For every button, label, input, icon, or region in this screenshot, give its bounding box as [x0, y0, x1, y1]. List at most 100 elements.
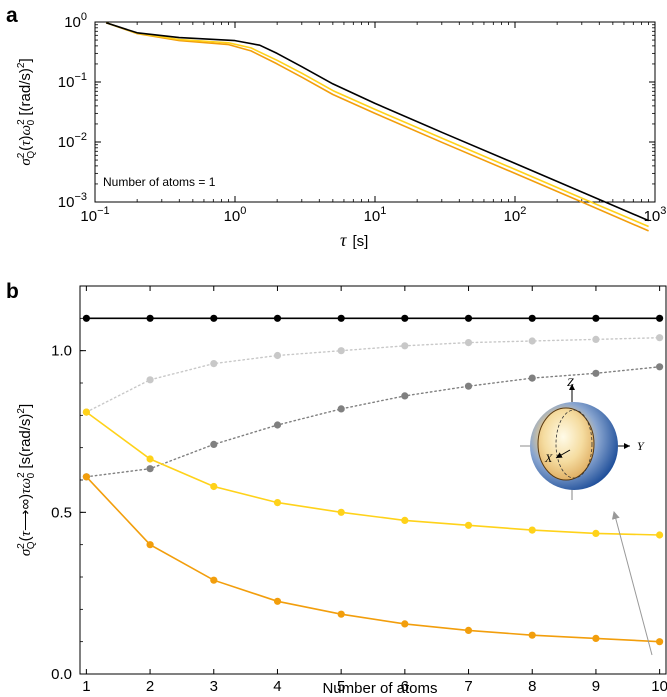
panel-b-data-point [656, 363, 664, 371]
panel-b-data-point [528, 337, 536, 345]
panel-b-data-point [401, 392, 409, 400]
panel-b-data-point [464, 626, 473, 635]
panel-b-data-point [528, 526, 536, 534]
panel-b-xtick-label: 3 [210, 678, 218, 695]
svg-text:σ2Q(τ⟶∞)τω20 [s(rad/s)2]: σ2Q(τ⟶∞)τω20 [s(rad/s)2] [16, 404, 37, 556]
panel-a-ytick-label: 10−2 [58, 131, 87, 151]
inset-label-x: X [544, 451, 553, 465]
panel-b-data-point [401, 620, 409, 628]
panel-b-data-point [210, 440, 218, 448]
panel-b-xtick-label: 5 [337, 678, 345, 695]
panel-label-b: b [6, 280, 19, 303]
panel-b-data-point [82, 473, 90, 481]
panel-b-data-point [592, 529, 600, 538]
panel-b-data-point [528, 314, 536, 322]
panel-b-series-line [85, 366, 661, 478]
panel-label-a: a [6, 4, 18, 27]
panel-b-series [82, 314, 664, 646]
panel-a-plot: 10−1 100 101 102 103 10−3 10−2 10−1 100 Number o… [58, 11, 667, 232]
panel-b-data-point [82, 314, 90, 322]
inset-pointer-arrow [611, 511, 653, 656]
panel-b-data-point [656, 531, 664, 539]
panel-b-plot: 1 2 3 4 5 6 7 8 9 10 0.0 0.5 1.0 [51, 285, 667, 695]
panel-a-ticks: 10−1 100 101 102 103 10−3 10−2 10−1 100 [58, 11, 667, 225]
panel-b-ylabel: σ2Q(τ⟶∞)τω20 [s(rad/s)2] [16, 404, 37, 556]
panel-b-data-point [464, 382, 473, 390]
panel-b-data-point [273, 314, 282, 322]
panel-b-data-point [146, 465, 154, 473]
svg-text:σ2Q(τ)ω20 [(rad/s)2]: σ2Q(τ)ω20 [(rad/s)2] [16, 58, 37, 165]
panel-b-data-point [528, 374, 536, 382]
panel-b-data-point [592, 314, 600, 322]
panel-a-ytick-label: 10−1 [58, 71, 87, 91]
panel-a-xtick-label: 102 [504, 205, 527, 225]
panel-a-series-line [105, 22, 649, 228]
panel-b-data-point [82, 408, 90, 416]
panel-b-data-point [401, 342, 409, 350]
panel-b-data-point [210, 482, 218, 491]
panel-b-data-point [401, 314, 409, 322]
panel-a-xtick-label: 10−1 [80, 205, 109, 225]
panel-b-data-point [273, 597, 282, 605]
panel-a-ytick-label: 10−3 [58, 191, 87, 211]
panel-b-data-point [337, 314, 345, 322]
panel-b-ytick-label: 0.0 [51, 666, 72, 683]
panel-b-data-point [656, 334, 664, 342]
panel-b-data-point [592, 369, 600, 377]
panel-a-series-line [105, 22, 649, 232]
panel-b-data-point [273, 421, 282, 429]
panel-b-data-point [592, 335, 600, 343]
panel-b-data-point [656, 314, 664, 322]
panel-a-series [105, 22, 649, 232]
panel-a-xtick-label: 100 [224, 205, 247, 225]
inset-label-z: Z [567, 375, 574, 389]
panel-b-data-point [146, 541, 154, 549]
panel-b-data-point [337, 347, 345, 355]
panel-a-annotation: Number of atoms = 1 [103, 175, 216, 189]
panel-a-ylabel: σ2Q(τ)ω20 [(rad/s)2] [16, 58, 37, 165]
panel-b-data-point [146, 314, 154, 322]
panel-b-xtick-label: 8 [528, 678, 536, 695]
panel-b-ticks: 1 2 3 4 5 6 7 8 9 10 0.0 0.5 1.0 [51, 285, 667, 695]
panel-b-xtick-label: 9 [592, 678, 600, 695]
panel-b-data-point [146, 455, 154, 463]
panel-b-data-point [337, 508, 345, 516]
panel-b-ytick-label: 0.5 [51, 504, 72, 521]
panel-b-data-point [146, 376, 154, 384]
panel-a-xtick-label: 103 [644, 205, 667, 225]
panel-a-xlabel: τ [s] [340, 230, 368, 250]
sphere-inset-illustration: Z Y X [520, 375, 653, 656]
panel-a-xtick-label: 101 [364, 205, 387, 225]
panel-b-xtick-label: 2 [146, 678, 154, 695]
panel-b-data-point [273, 351, 282, 360]
panel-b-data-point [337, 610, 345, 618]
panel-a-ytick-label: 100 [64, 11, 87, 31]
inset-dashed-ellipse [555, 409, 593, 479]
panel-b-xtick-label: 1 [82, 678, 90, 695]
inset-label-y: Y [637, 439, 645, 453]
panel-b-data-point [401, 516, 409, 525]
panel-b-series-line [85, 476, 660, 643]
panel-a-series-line [105, 22, 649, 222]
panel-b-data-point [592, 634, 600, 643]
panel-b-data-point [210, 360, 218, 368]
panel-b-xtick-label: 7 [464, 678, 472, 695]
panel-b-xtick-label: 6 [401, 678, 409, 695]
panel-b-data-point [337, 405, 345, 413]
panel-b-data-point [528, 631, 536, 639]
panel-b-xtick-label: 10 [651, 678, 667, 695]
panel-b-data-point [464, 339, 473, 347]
inset-x-arrow [555, 449, 571, 459]
panel-b-data-point [656, 638, 664, 646]
panel-b-xlabel: Number of atoms [322, 680, 437, 697]
panel-b-data-point [464, 521, 473, 529]
panel-b-data-point [210, 576, 218, 584]
panel-b-series-line [85, 337, 661, 413]
panel-b-ytick-label: 1.0 [51, 343, 72, 360]
panel-b-data-point [464, 314, 473, 322]
panel-b-xtick-label: 4 [273, 678, 281, 695]
panel-b-data-point [210, 314, 218, 322]
panel-b-series-line [85, 411, 660, 536]
inset-ellipsoid [537, 407, 595, 481]
